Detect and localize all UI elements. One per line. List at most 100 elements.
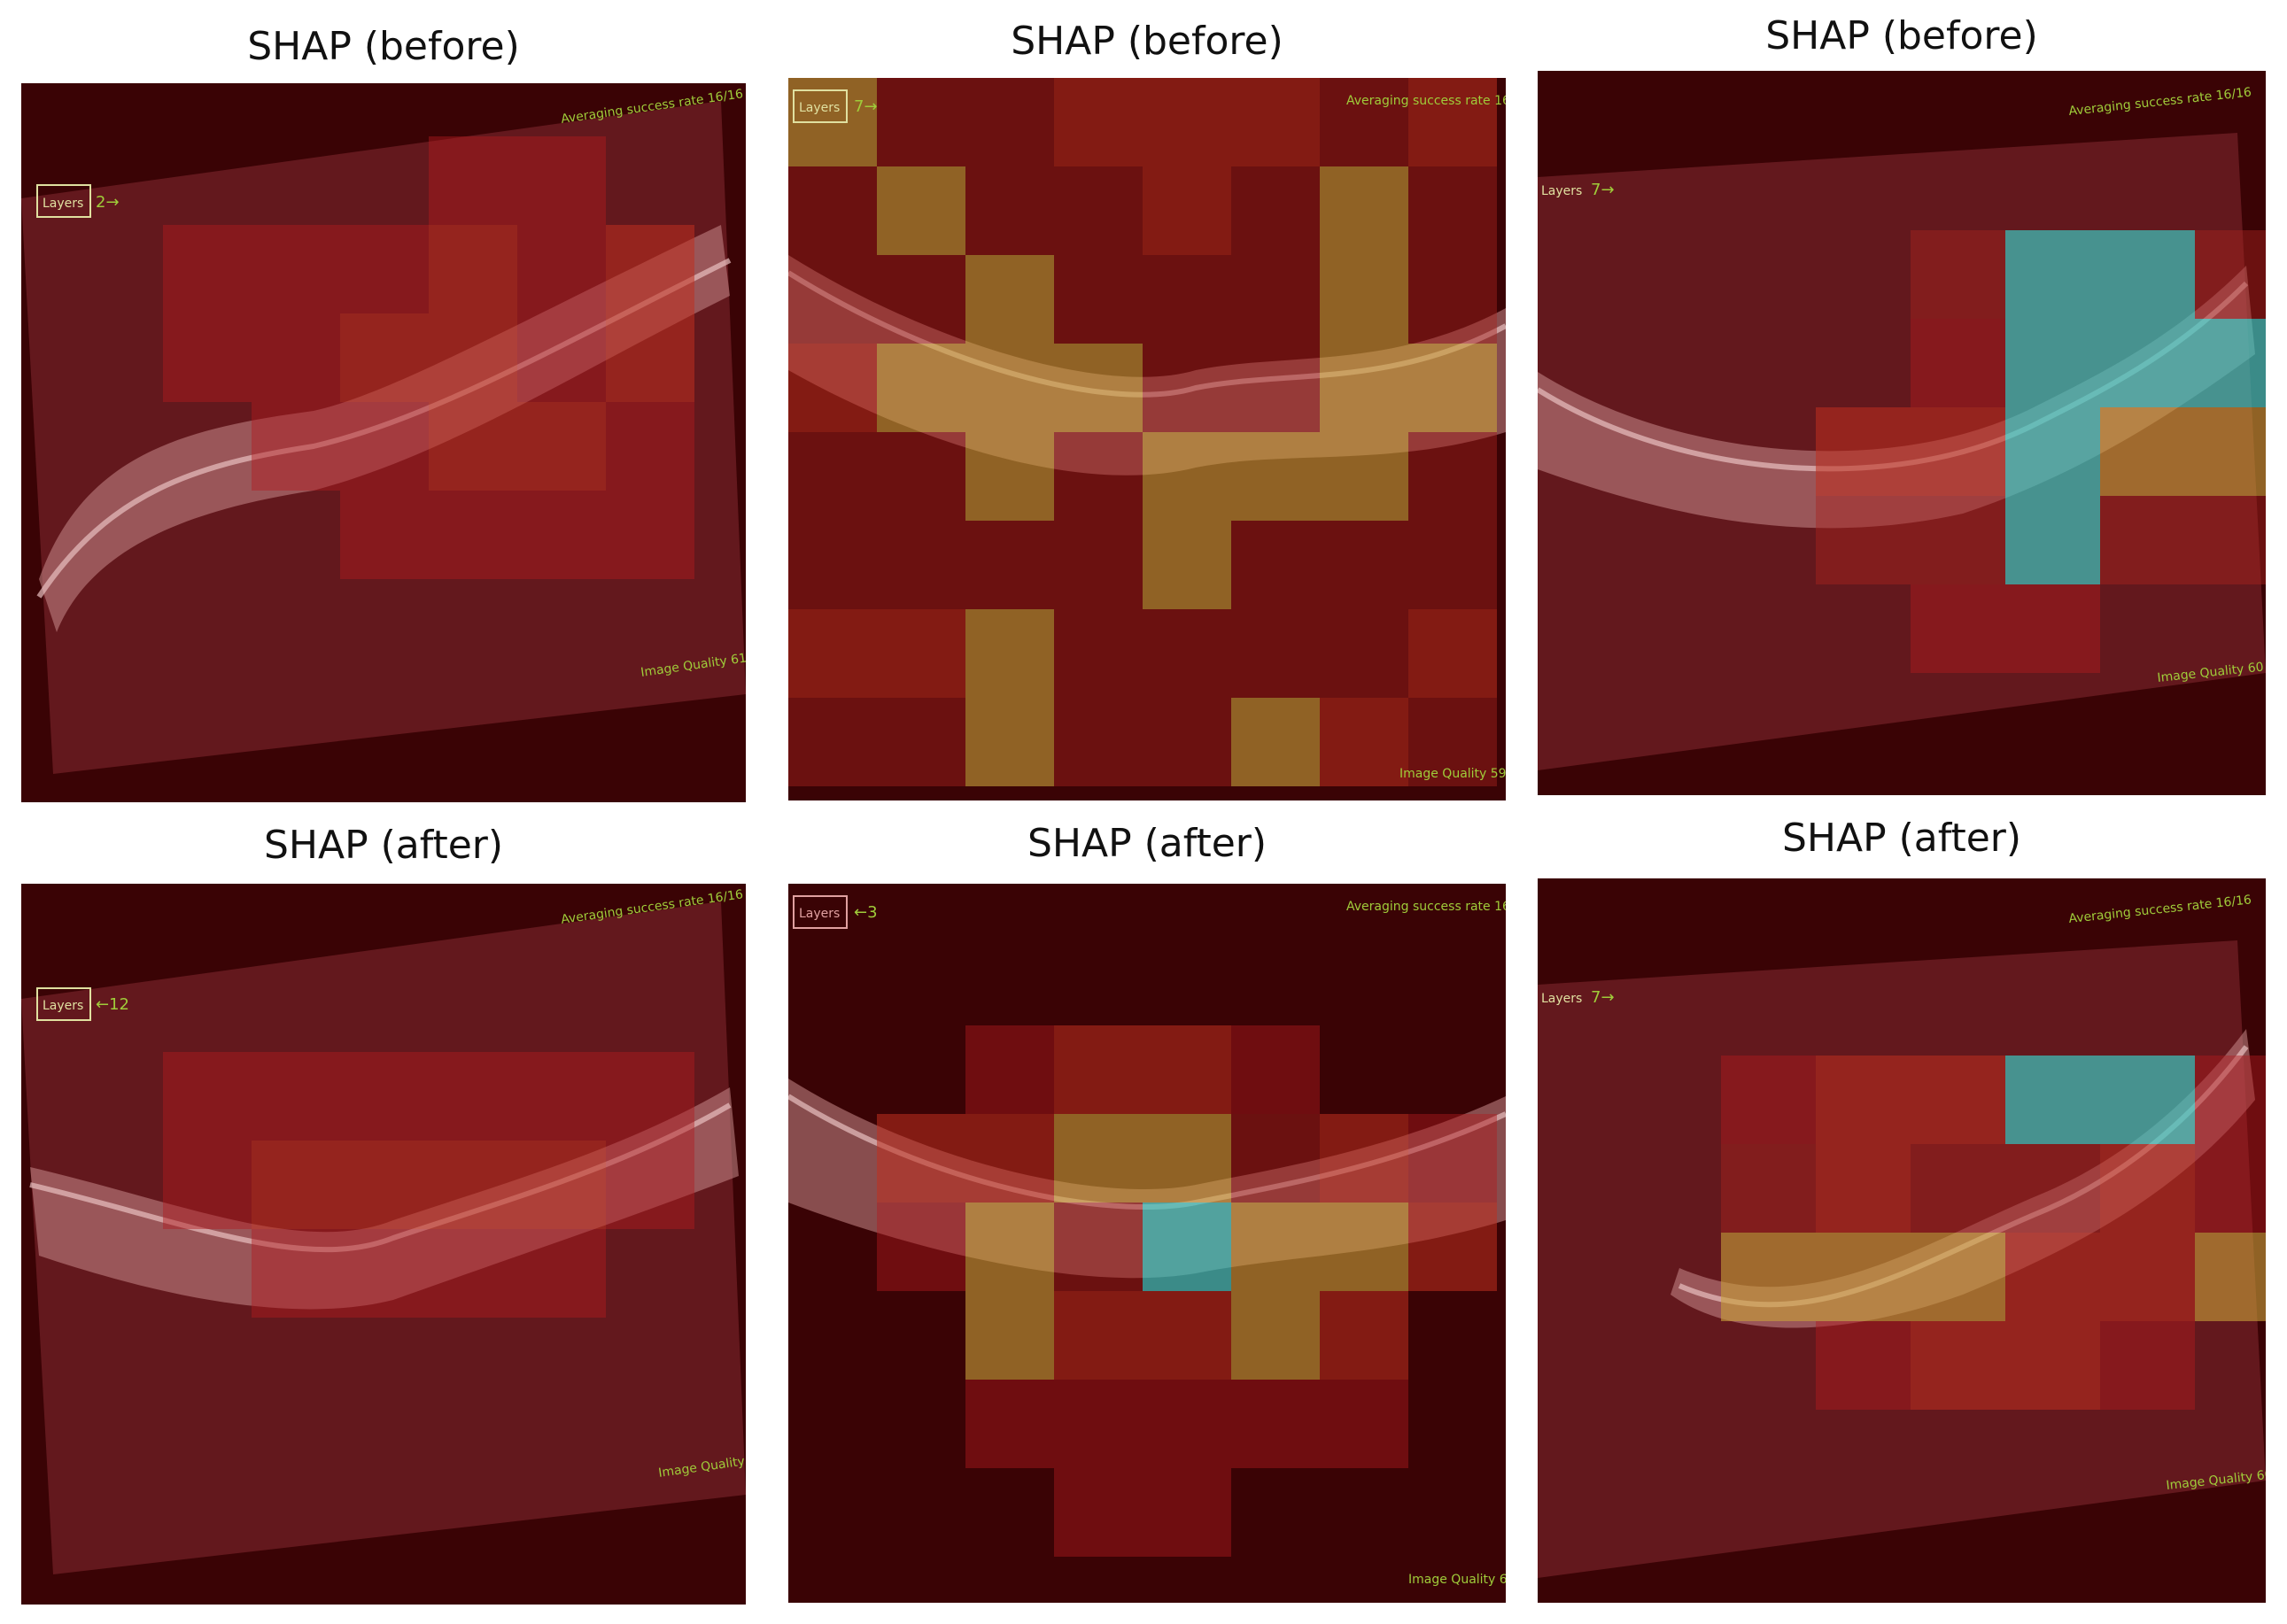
shap-cell	[1143, 78, 1231, 166]
shap-cell	[1054, 1114, 1143, 1203]
shap-cell	[877, 78, 965, 166]
shap-cell	[429, 136, 517, 225]
shap-cell	[606, 1141, 694, 1229]
shap-cell	[429, 225, 517, 313]
shap-cell	[877, 1114, 965, 1203]
shap-cell	[1231, 166, 1320, 255]
shap-cell	[517, 225, 606, 313]
shap-cell	[1054, 255, 1143, 344]
arrow-label: 2→	[96, 193, 120, 212]
shap-cell	[1408, 344, 1497, 432]
shap-cell	[2005, 1056, 2100, 1144]
shap-cell	[965, 1380, 1054, 1468]
shap-cell	[517, 1229, 606, 1318]
shap-cell	[517, 1052, 606, 1141]
shap-cell	[1816, 1144, 1911, 1233]
layers-label: Layers	[1541, 992, 1582, 1006]
shap-cell	[1054, 521, 1143, 609]
shap-cell	[965, 344, 1054, 432]
shap-cell	[252, 1052, 340, 1141]
shap-cell	[606, 225, 694, 313]
shap-cell	[877, 609, 965, 698]
shap-cell	[1408, 609, 1497, 698]
shap-cell	[1054, 166, 1143, 255]
shap-cell	[340, 402, 429, 491]
shap-cell	[2005, 230, 2100, 319]
shap-cell	[2195, 1233, 2266, 1321]
shap-cell	[1911, 407, 2005, 496]
shap-cell	[965, 698, 1054, 786]
panel-2: SHAP (before) Layers 7→ Averaging succes…	[788, 19, 1506, 800]
shap-cell	[1911, 1321, 2005, 1410]
shap-cell	[1054, 78, 1143, 166]
shap-cell	[1143, 255, 1231, 344]
shap-cell	[1408, 255, 1497, 344]
oct-scan-image: Layers 7→ Averaging success rate 16/16 I…	[1538, 71, 2266, 795]
shap-cell	[517, 313, 606, 402]
shap-heatmap	[1721, 1056, 2266, 1410]
panel-title: SHAP (after)	[1781, 816, 2022, 861]
shap-cell	[1143, 344, 1231, 432]
shap-cell	[1721, 1144, 1816, 1233]
shap-cell	[429, 1052, 517, 1141]
averaging-label: Averaging success rate 16/16	[1346, 94, 1506, 108]
shap-cell	[1911, 1144, 2005, 1233]
shap-heatmap	[163, 136, 694, 579]
oct-scan-image: Layers 7→ Averaging success rate 16/16 I…	[1538, 878, 2266, 1603]
shap-cell	[965, 78, 1054, 166]
shap-cell	[877, 344, 965, 432]
shap-cell	[1054, 344, 1143, 432]
oct-shap-overlay: Layers ←3 Averaging success rate 16/16 I…	[788, 884, 1506, 1603]
shap-cell	[1320, 255, 1408, 344]
shap-cell	[2100, 319, 2195, 407]
panel-title: SHAP (before)	[247, 24, 520, 69]
shap-cell	[2005, 584, 2100, 673]
shap-cell	[1231, 698, 1320, 786]
shap-cell	[1320, 1380, 1408, 1468]
shap-cell	[1816, 407, 1911, 496]
shap-cell	[163, 1052, 252, 1141]
shap-cell	[877, 1203, 965, 1291]
shap-cell	[1054, 432, 1143, 521]
shap-cell	[1231, 1025, 1320, 1114]
arrow-label: ←12	[96, 995, 129, 1014]
shap-cell	[877, 166, 965, 255]
shap-cell	[517, 1141, 606, 1229]
shap-cell	[1911, 1056, 2005, 1144]
shap-cell	[965, 609, 1054, 698]
shap-cell	[1320, 432, 1408, 521]
shap-cell	[965, 1114, 1054, 1203]
shap-cell	[1408, 1203, 1497, 1291]
shap-cell	[429, 491, 517, 579]
layers-label: Layers	[799, 101, 840, 115]
shap-cell	[2195, 407, 2266, 496]
shap-cell	[1320, 1203, 1408, 1291]
shap-cell	[1320, 344, 1408, 432]
shap-cell	[965, 521, 1054, 609]
oct-shap-overlay: Layers ←12 Averaging success rate 16/16 …	[21, 884, 746, 1605]
shap-heatmap	[163, 1052, 694, 1318]
shap-cell	[2100, 1144, 2195, 1233]
shap-cell	[1816, 1056, 1911, 1144]
shap-cell	[788, 166, 877, 255]
shap-cell	[1143, 1114, 1231, 1203]
shap-cell	[517, 136, 606, 225]
oct-scan-image: Layers 2→ Averaging success rate 16/16 I…	[21, 83, 746, 802]
shap-cell	[1143, 1468, 1231, 1557]
shap-cell	[1408, 432, 1497, 521]
shap-cell	[340, 225, 429, 313]
shap-cell	[1143, 166, 1231, 255]
arrow-label: 7→	[1591, 181, 1615, 199]
shap-cell	[429, 1141, 517, 1229]
shap-cell	[965, 1025, 1054, 1114]
shap-cell	[1143, 1380, 1231, 1468]
shap-cell	[2100, 1056, 2195, 1144]
shap-cell	[1816, 496, 1911, 584]
shap-cell	[788, 521, 877, 609]
shap-cell	[252, 1229, 340, 1318]
shap-cell	[965, 1203, 1054, 1291]
shap-cell	[429, 313, 517, 402]
layers-label: Layers	[1541, 184, 1582, 198]
shap-cell	[163, 313, 252, 402]
shap-cell	[2195, 319, 2266, 407]
